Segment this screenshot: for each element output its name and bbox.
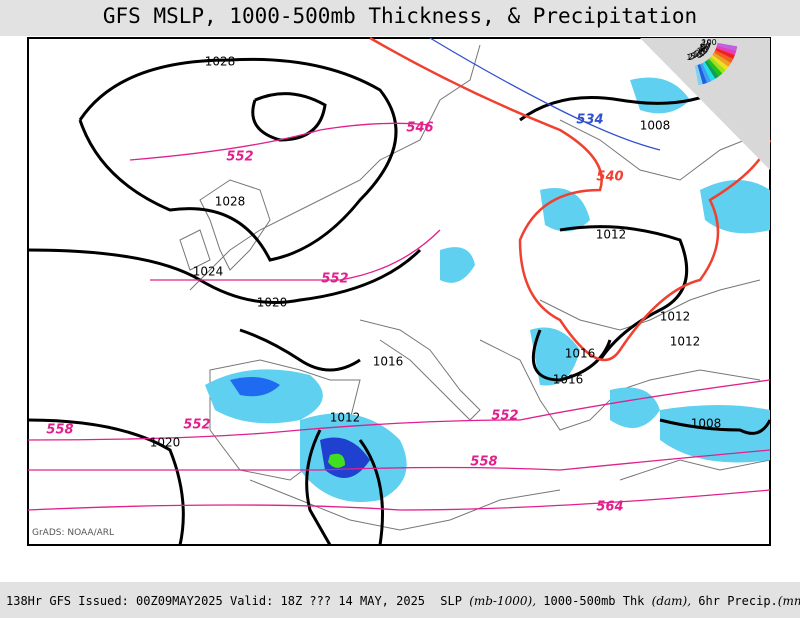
legend-label: 15 (693, 50, 703, 59)
legend-label: 40 (699, 45, 709, 54)
title: GFS MSLP, 1000-500mb Thickness, & Precip… (103, 4, 697, 28)
legend-label: 60 (700, 41, 710, 50)
coastlines (179, 44, 771, 531)
thickness-label: 558 (46, 423, 73, 438)
cold-thickness-contour (429, 37, 661, 151)
legend-swatch (704, 60, 719, 79)
legend-swatch (694, 64, 703, 86)
legend-label: 2 (688, 53, 693, 62)
legend-label: 75 (701, 40, 711, 49)
legend-swatch (708, 56, 726, 74)
footer-thk: 1000-500mb Thk (543, 594, 645, 608)
pressure-label: 1012 (670, 335, 701, 349)
thickness-contours (27, 122, 771, 511)
pressure-label: 1012 (330, 411, 361, 425)
thickness-label: 558 (470, 455, 497, 470)
footer: 138Hr GFS Issued: 00Z09MAY2025 Valid: 18… (6, 594, 800, 608)
legend-label: 50 (700, 43, 710, 52)
legend-label: 10 (692, 51, 702, 60)
legend-swatch (716, 42, 738, 51)
thickness-label: 552 (491, 409, 518, 424)
thickness-label: 552 (183, 418, 210, 433)
cold-thickness-label: 534 (576, 113, 603, 128)
footer-precip: 6hr Precip. (698, 594, 777, 608)
isobars (27, 57, 772, 546)
warm-thickness-contour (369, 36, 772, 362)
legend-swatch (716, 45, 737, 56)
pressure-label: 1028 (215, 195, 246, 209)
credit: GrADS: NOAA/ARL (32, 528, 114, 538)
thickness-labels: 546 552 552 552 558 558 552 564 534 540 (46, 113, 623, 515)
pressure-label: 1024 (193, 265, 224, 279)
pressure-label: 1016 (373, 355, 404, 369)
footer-slp: SLP (440, 594, 462, 608)
pressure-label: 1028 (205, 55, 236, 69)
legend-swatch (712, 52, 731, 67)
legend-swatch (713, 50, 734, 64)
pressure-label: 1020 (150, 436, 181, 450)
legend-swatch (697, 64, 708, 85)
pressure-label: 1008 (691, 417, 722, 431)
map: 1028 1028 1024 1020 1016 1012 1020 1008 … (27, 36, 772, 546)
legend-label: 100 (702, 38, 717, 47)
pressure-label: 1016 (565, 347, 596, 361)
thickness-label: 564 (596, 500, 623, 515)
legend-swatch (702, 61, 716, 82)
footer-slp-unit: (mb-1000), (469, 594, 536, 608)
legend-label: 30 (697, 46, 707, 55)
pressure-labels: 1028 1028 1024 1020 1016 1012 1020 1008 … (150, 55, 722, 450)
footer-thk-unit: (dam), (652, 594, 691, 608)
footer-bar (0, 582, 800, 618)
warm-thickness-label: 540 (596, 170, 623, 185)
footer-run: 138Hr GFS Issued: 00Z09MAY2025 Valid: 18… (6, 594, 425, 608)
title-bar (0, 0, 800, 36)
pressure-label: 1012 (596, 228, 627, 242)
legend-swatch (706, 58, 723, 77)
thickness-label: 546 (406, 121, 433, 136)
legend-label: 20 (695, 49, 705, 58)
legend-label: 5 (690, 52, 695, 61)
legend-label: 1 (686, 53, 691, 62)
pressure-label: 1016 (553, 373, 584, 387)
pressure-label: 1008 (640, 119, 671, 133)
thickness-label: 552 (321, 272, 348, 287)
precipitation (205, 77, 770, 502)
thickness-label: 552 (226, 150, 253, 165)
legend-swatch (710, 54, 729, 71)
legend-swatch (715, 47, 735, 60)
pressure-label: 1020 (257, 296, 288, 310)
legend-swatch (699, 63, 712, 83)
footer-precip-unit: (mm) (778, 594, 800, 608)
legend-label: 25 (696, 48, 706, 57)
pressure-label: 1012 (660, 310, 691, 324)
